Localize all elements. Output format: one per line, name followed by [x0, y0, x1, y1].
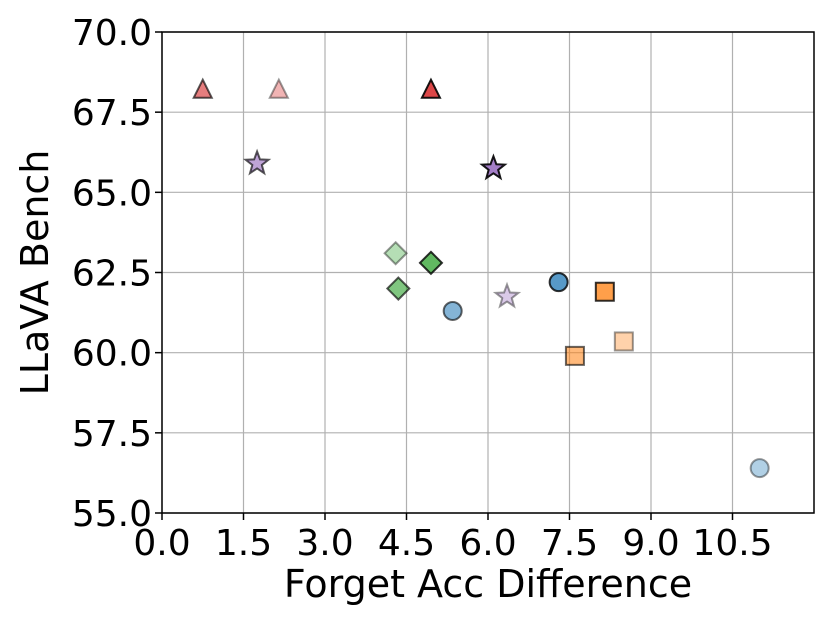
square-point	[594, 281, 615, 302]
x-tick-label: 9.0	[622, 523, 679, 564]
y-axis-label: LLaVA Bench	[13, 150, 57, 396]
y-tick-label: 57.5	[72, 414, 152, 455]
axis-ticks: 0.0 1.5 3.0 4.5 6.0 7.5 9.0 10.5 55.0 57.5 60.0 62.…	[72, 13, 773, 564]
star-point	[479, 153, 508, 181]
y-tick-label: 60.0	[72, 334, 152, 375]
triangle-point	[420, 77, 442, 99]
triangle-point	[192, 77, 214, 99]
circle-point	[548, 272, 569, 293]
grid	[161, 31, 814, 514]
circle-point	[442, 300, 463, 321]
x-tick-label: 10.5	[692, 523, 772, 564]
square-point	[613, 331, 634, 352]
diamond-point	[385, 276, 411, 301]
y-tick-label: 67.5	[72, 93, 152, 134]
diamond-point	[383, 240, 409, 266]
star-point	[242, 148, 272, 176]
y-tick-label: 62.5	[72, 254, 152, 295]
x-tick-label: 0.0	[133, 523, 190, 564]
x-tick-label: 4.5	[378, 523, 435, 564]
x-tick-label: 3.0	[296, 523, 353, 564]
square-point	[564, 345, 585, 366]
x-tick-label: 7.5	[541, 523, 598, 564]
x-tick-label: 1.5	[215, 523, 272, 564]
diamond-point	[418, 250, 444, 276]
x-tick-label: 6.0	[459, 523, 516, 564]
star-point	[492, 281, 522, 309]
data-points	[192, 77, 770, 479]
circle-point	[749, 458, 770, 479]
y-tick-label: 55.0	[72, 494, 152, 535]
triangle-point	[268, 77, 290, 99]
y-tick-label: 65.0	[72, 173, 152, 214]
y-tick-label: 70.0	[72, 13, 152, 54]
x-axis-label: Forget Acc Difference	[284, 562, 692, 606]
